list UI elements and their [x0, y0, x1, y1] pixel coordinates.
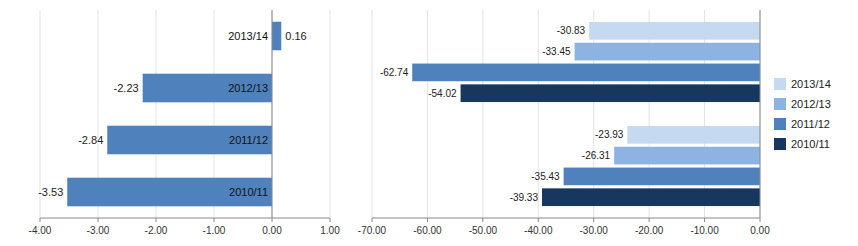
- grid-line: [330, 10, 331, 218]
- x-axis-line: [372, 218, 760, 219]
- legend-label: 2012/13: [791, 98, 831, 110]
- tick-label: -30.00: [580, 225, 609, 236]
- tick-mark: [40, 218, 41, 222]
- tick-mark: [330, 218, 331, 222]
- bar: [272, 22, 281, 51]
- bar: [614, 147, 760, 165]
- tick-mark: [760, 218, 761, 222]
- labels: -30.83 -23.93 -33.45 -26.31 -62.74 -35.43 -54.…: [380, 25, 624, 202]
- tick-mark: [649, 218, 650, 222]
- data-label: -2.84: [78, 134, 103, 146]
- category-label: 2013/14: [228, 30, 268, 42]
- legend: 2013/14 2012/13 2011/12 2010/11: [774, 78, 831, 150]
- category-label: 2010/11: [229, 186, 268, 198]
- tick-label: 0.00: [262, 225, 282, 236]
- category-label: 2011/12: [229, 134, 268, 146]
- data-label: -26.31: [582, 150, 611, 161]
- tick-label: -40.00: [524, 225, 553, 236]
- data-label: -2.23: [114, 82, 139, 94]
- data-label: -33.45: [542, 46, 571, 57]
- tick-label: -70.00: [358, 225, 387, 236]
- tick-mark: [538, 218, 539, 222]
- data-label: -3.53: [38, 186, 63, 198]
- figure: -4.00 -3.00 -2.00 -1.00 0.00 1.00 0.16 -2.23 -2.…: [0, 0, 858, 246]
- data-label: -23.93: [595, 129, 624, 140]
- grid-line: [538, 10, 539, 218]
- grid-line: [593, 10, 594, 218]
- bars: [67, 22, 281, 207]
- tick-label: 0.00: [750, 225, 770, 236]
- grid-line: [649, 10, 650, 218]
- tick-label: -1.00: [203, 225, 226, 236]
- chart: -4.00 -3.00 -2.00 -1.00 0.00 1.00 0.16 -2.23 -2.…: [29, 10, 341, 236]
- data-label: -62.74: [380, 67, 409, 78]
- legend-label: 2013/14: [791, 78, 831, 90]
- tick-label: -50.00: [469, 225, 498, 236]
- tick-label: -10.00: [690, 225, 719, 236]
- bar: [542, 188, 760, 206]
- tick-mark: [372, 218, 373, 222]
- legend-label: 2010/11: [791, 138, 830, 150]
- tick-mark: [98, 218, 99, 222]
- grid-line: [760, 10, 761, 218]
- legend-swatch: [774, 118, 786, 130]
- data-label: -39.33: [510, 192, 539, 203]
- tick-mark: [156, 218, 157, 222]
- data-label: -35.43: [531, 171, 560, 182]
- bars: [412, 22, 760, 206]
- labels: 0.16 -2.23 -2.84 -3.53 2013/14 2012/13 2011/12…: [38, 30, 307, 198]
- tick-label: 1.00: [320, 225, 340, 236]
- tick-mark: [482, 218, 483, 222]
- chart: -70.00 -60.00 -50.00 -40.00 -30.00 -20.00 -10.…: [358, 10, 831, 236]
- bar: [67, 178, 272, 207]
- tick-mark: [704, 218, 705, 222]
- bar: [589, 22, 760, 40]
- grid-line: [372, 10, 373, 218]
- legend-swatch: [774, 138, 786, 150]
- tick-label: -3.00: [87, 225, 110, 236]
- bar: [575, 43, 760, 61]
- grid-line: [427, 10, 428, 218]
- data-label: -54.02: [428, 88, 457, 99]
- grid-line: [704, 10, 705, 218]
- bar: [143, 74, 272, 103]
- bar: [627, 126, 760, 144]
- bar: [461, 84, 760, 102]
- bar: [564, 168, 760, 186]
- bar: [107, 126, 272, 155]
- tick-label: -60.00: [413, 225, 442, 236]
- tick-label: -4.00: [29, 225, 52, 236]
- grid-line: [482, 10, 483, 218]
- bar: [412, 64, 760, 82]
- tick-mark: [427, 218, 428, 222]
- data-label: -30.83: [557, 25, 586, 36]
- tick-mark: [214, 218, 215, 222]
- grid-line: [272, 10, 273, 218]
- tick-label: -20.00: [635, 225, 664, 236]
- legend-label: 2011/12: [791, 118, 830, 130]
- x-axis-line: [40, 218, 330, 219]
- legend-swatch: [774, 78, 786, 90]
- tick-mark: [593, 218, 594, 222]
- data-label: 0.16: [285, 30, 306, 42]
- tick-label: -2.00: [145, 225, 168, 236]
- zero-line: [272, 10, 273, 218]
- tick-mark: [272, 218, 273, 222]
- legend-swatch: [774, 98, 786, 110]
- category-label: 2012/13: [228, 82, 268, 94]
- zero-line: [760, 10, 761, 218]
